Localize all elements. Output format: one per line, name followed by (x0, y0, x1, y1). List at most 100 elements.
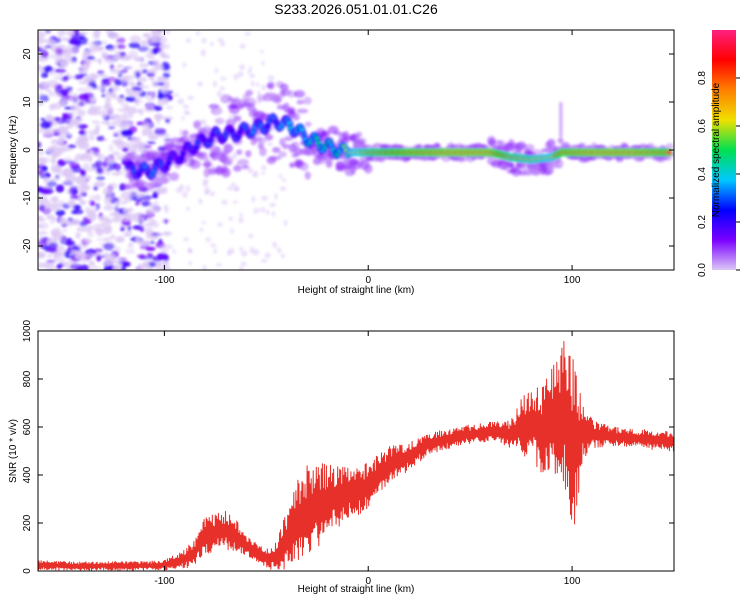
snr-y-ticks: 0 200 400 600 800 1000 (22, 319, 674, 574)
spectrogram-blob (127, 242, 134, 249)
spectrogram-blob (58, 147, 63, 156)
spectrogram-blob (288, 106, 296, 116)
spectrogram-blob (182, 129, 189, 136)
snr-x-ticks: -100 0 100 (154, 331, 581, 587)
spectrogram-blob (138, 240, 150, 245)
spectrogram-blob (221, 199, 228, 206)
colorbar-tick-label: 0.8 (697, 71, 708, 85)
spectrogram-blob (78, 128, 86, 135)
spectrogram-blob (76, 87, 89, 92)
spectrogram-blob (252, 248, 260, 256)
spectrogram-blob (40, 72, 49, 78)
spectrogram-blob (121, 265, 126, 270)
spectrogram-blob (281, 178, 287, 182)
spectrogram-blob (62, 75, 70, 80)
spectrogram-blob (60, 60, 69, 67)
spectrogram-blob (58, 72, 65, 76)
spectrogram-blob (128, 81, 135, 87)
spectrogram-blob (139, 63, 149, 68)
spectrogram-blob (217, 38, 225, 43)
spectrogram-blob (189, 159, 201, 169)
spectrogram-blob (118, 121, 130, 128)
spectrogram-blob (45, 214, 56, 221)
spectrogram-blob (105, 120, 110, 127)
spectrogram-blob (55, 47, 63, 55)
spectrogram-blob (50, 138, 61, 144)
spectrogram-blob (246, 104, 256, 112)
spectrogram-blob (273, 94, 282, 105)
spectrogram-blob (83, 60, 92, 67)
spectrogram-blob (53, 117, 61, 121)
spectrogram-blob (321, 130, 331, 137)
spectrogram-blob (261, 164, 267, 171)
spectrogram-blob (38, 261, 43, 269)
spectrogram-blob (101, 51, 109, 59)
spectrogram-blob (142, 263, 150, 268)
spectrogram-blob (128, 50, 139, 58)
spectrogram-blob (105, 218, 113, 225)
spectrogram-blob (183, 237, 189, 242)
spectrogram-blob (173, 93, 180, 97)
spectrogram-blob (210, 106, 223, 116)
spectrogram-blob (124, 198, 132, 203)
spectrogram-blob (51, 157, 56, 165)
spectrogram-blob (88, 154, 93, 163)
spectrogram-blob (72, 176, 84, 181)
spectrogram-blob (266, 81, 275, 90)
spectrogram-blob (152, 256, 163, 262)
colorbar-tick-label: 0.2 (697, 215, 708, 229)
spectrogram-blob (511, 166, 522, 177)
figure-title: S233.2026.051.01.01.C26 (274, 1, 438, 17)
spectrogram-blob (96, 135, 105, 142)
x-tick-label: 0 (365, 576, 371, 587)
spectrogram-blob (63, 227, 68, 233)
spectrogram-blob (77, 185, 90, 192)
spectrogram-blob (141, 121, 151, 130)
spectrogram-blob (126, 65, 134, 70)
spectrogram-blob (153, 59, 160, 66)
spectrogram-blob (204, 190, 209, 196)
spectrogram-blob (96, 175, 106, 181)
spectrogram-blob (82, 228, 87, 233)
x-tick-label: 100 (564, 275, 581, 286)
spectrogram-blob (157, 99, 165, 107)
spectrogram-blob (67, 37, 79, 44)
spectrogram-blob (94, 194, 102, 202)
spectrogram-blob (38, 30, 47, 38)
spectrogram-blob (250, 80, 255, 87)
spectrogram-blob (55, 209, 66, 216)
spectrogram-blob (112, 265, 123, 270)
spectrogram-blob (85, 252, 97, 258)
spectrogram-blob (83, 150, 95, 157)
spectrogram-blob (260, 49, 264, 54)
spectrogram-blob (220, 41, 226, 47)
spectrogram-blob (117, 44, 126, 50)
spectrogram-blob (119, 94, 125, 99)
snr-series-line (38, 340, 674, 571)
spectrogram-blob (134, 202, 140, 206)
spectrogram-blob (363, 163, 373, 174)
spectrogram-blob (88, 40, 99, 49)
spectrogram-blob (148, 203, 156, 208)
spectrogram-blob (68, 75, 76, 80)
spectrogram-blob (117, 108, 130, 113)
snr-x-axis-label: Height of straight line (km) (298, 584, 415, 595)
spectrogram-blob (52, 196, 59, 204)
spectrogram-blob (123, 261, 131, 267)
spectrogram-blob (151, 193, 157, 199)
spectrogram-blob (266, 142, 273, 146)
spectrogram-blob (105, 30, 113, 34)
spectrogram-blob (107, 47, 118, 52)
spectrogram-blob (101, 94, 106, 98)
spectrogram-blob (272, 146, 281, 154)
spectrogram-blob (47, 146, 55, 152)
spectrogram-blob (260, 207, 266, 213)
spectrogram-blob (54, 174, 60, 179)
colorbar: 0.0 0.2 0.4 0.6 0.8 Normalized spectral ampl… (697, 30, 740, 277)
spectrogram-blob (157, 233, 163, 237)
spectrogram-blob (38, 235, 44, 242)
spectrogram-blob (162, 231, 172, 236)
spectrogram-blob (416, 144, 423, 150)
spectrogram-blob (137, 254, 146, 259)
spectrogram-blob (79, 31, 88, 36)
